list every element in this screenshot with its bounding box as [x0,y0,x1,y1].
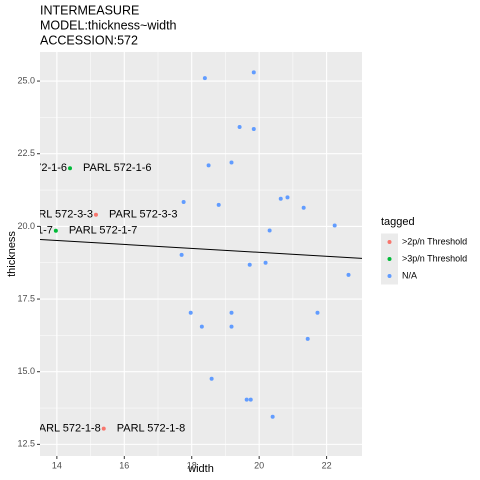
point-label: PARL 572-1-8 [117,423,185,435]
legend-label: >3p/n Threshold [402,253,467,263]
axes: 14 16 18 20 22 12.5 15.0 17.5 20.0 22.5 25.0 [17,75,331,470]
point [315,310,320,315]
y-tick-label: 25.0 [17,75,35,85]
legend-label: >2p/n Threshold [402,236,467,246]
y-tick-label: 20.0 [17,221,35,231]
point-label: PARL 572-3-3 [24,209,92,221]
x-tick-label: 22 [322,460,332,470]
point-label: PARL 572-1-6 [0,162,67,174]
point [237,124,242,129]
x-tick-label: 16 [119,460,129,470]
point [251,127,256,132]
x-axis-label: width [187,463,214,475]
point [267,228,272,233]
point [216,202,221,207]
point [301,205,306,210]
y-tick-label: 17.5 [17,293,35,303]
point [93,212,98,217]
legend-swatch [387,274,392,278]
x-tick-label: 14 [52,460,62,470]
point [68,166,73,171]
y-axis-label: thickness [6,231,18,277]
grid [40,52,362,456]
point [305,336,310,341]
point-label: PARL 572-1-8 [32,423,100,435]
panel [40,52,362,456]
point-label: PARL 572-3-3 [109,209,177,221]
x-tick-label: 18 [187,460,197,470]
legend-title: tagged [381,216,415,228]
y-tick-label: 15.0 [17,366,35,376]
point [251,70,256,75]
trend-line [40,238,362,259]
point [209,376,214,381]
point-label: PARL 572-1-7 [69,225,137,237]
marks: PARL 572-3-3 PARL 572-3-3 PARL 572-1-8 PARL… [0,70,362,435]
title: MODEL:thickness~width [40,18,177,32]
point [278,196,283,201]
legend-swatch [387,257,392,261]
point [247,262,252,267]
point [199,324,204,329]
point-label: PARL 572-1-6 [83,162,151,174]
point [206,163,211,168]
point [188,310,193,315]
point [248,397,253,402]
title: INTERMEASURE [40,3,139,17]
x-tick-label: 20 [254,460,264,470]
point [181,199,186,204]
legend-swatch [387,240,392,244]
point [346,272,351,277]
point [229,160,234,165]
y-tick-label: 12.5 [17,439,35,449]
point [285,195,290,200]
point [229,324,234,329]
point [263,260,268,265]
legend-label: N/A [402,270,417,280]
point [332,223,337,228]
point [101,426,106,431]
point-label: PARL 572-1-7 [0,225,53,237]
title: ACCESSION:572 [40,33,138,47]
point [229,310,234,315]
point [244,397,249,402]
point [270,414,275,419]
y-tick-label: 22.5 [17,148,35,158]
point [53,228,58,233]
point [179,252,184,257]
point [202,76,207,81]
